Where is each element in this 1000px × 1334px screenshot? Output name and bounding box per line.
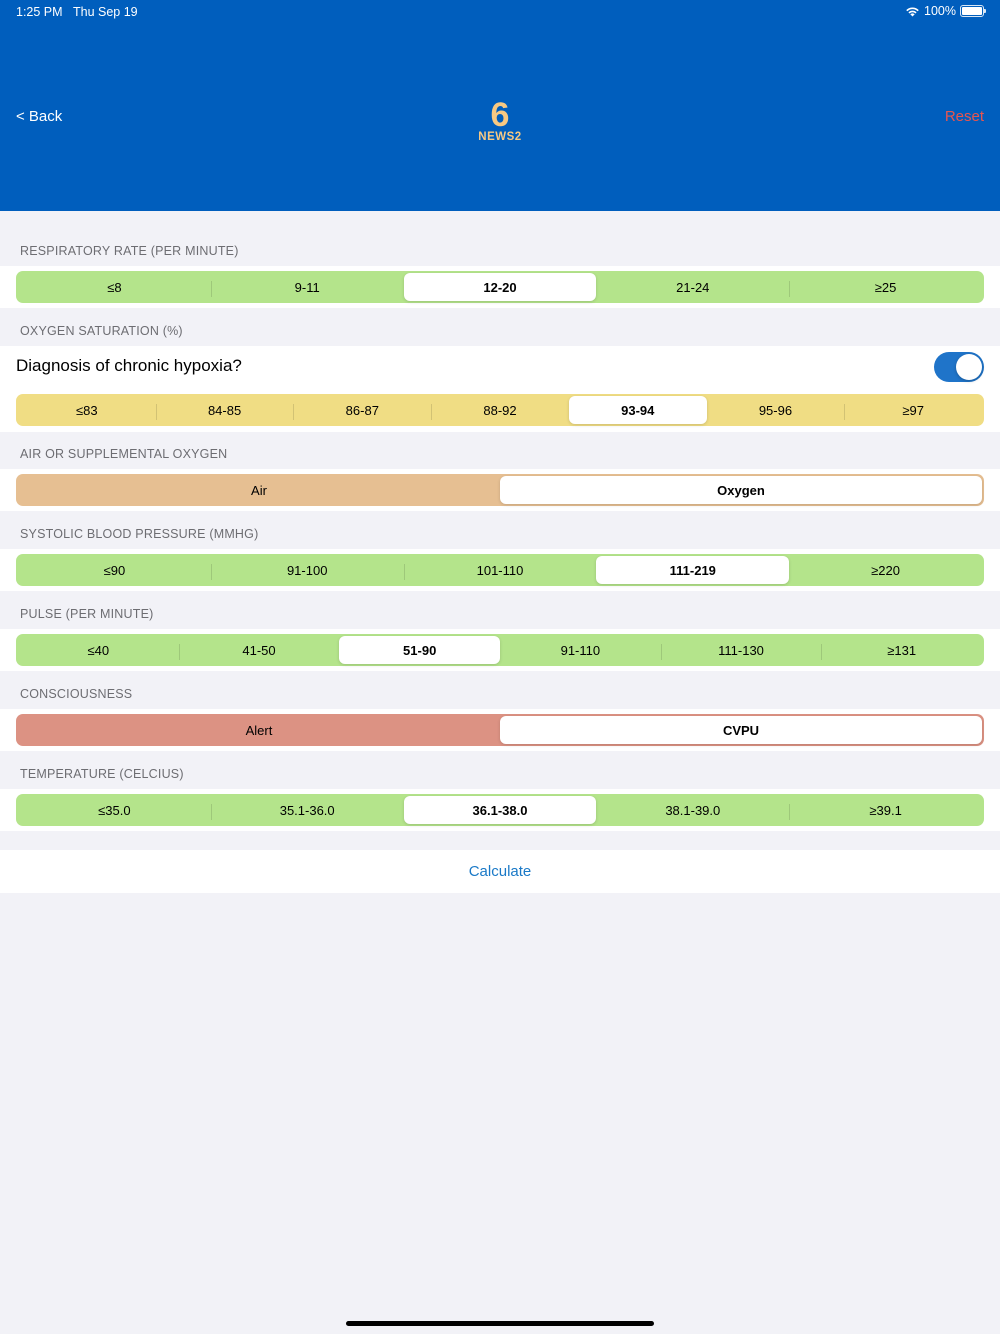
pulse-option[interactable]: ≥131 (821, 636, 982, 664)
temperature-option[interactable]: ≤35.0 (98, 802, 131, 818)
oxygen-sat-option[interactable]: 93-94 (568, 396, 707, 424)
consciousness-option[interactable]: CVPU (500, 716, 982, 744)
temperature-option[interactable]: 38.1-39.0 (665, 802, 721, 818)
air-option[interactable]: Oxygen (500, 476, 982, 504)
consciousness-option[interactable]: Alert (245, 722, 273, 738)
air-option[interactable]: Air (251, 482, 267, 498)
oxygen-saturation-segmented-control: ≤83 84-85 86-87 88-92 93-94 95-96 ≥97 (16, 394, 984, 426)
respiratory-option[interactable]: 9-11 (210, 273, 404, 301)
battery-percent: 100% (924, 4, 956, 18)
reset-button[interactable]: Reset (944, 108, 984, 125)
air-oxygen-section-label: AIR OR SUPPLEMENTAL OXYGEN (20, 447, 228, 461)
respiratory-option[interactable]: ≤8 (107, 279, 122, 295)
toggle-knob (956, 354, 982, 380)
pulse-option[interactable]: 111-130 (660, 636, 822, 664)
oxygen-saturation-section-label: OXYGEN SATURATION (%) (20, 324, 183, 338)
respiratory-section-label: RESPIRATORY RATE (PER MINUTE) (20, 244, 239, 258)
oxygen-sat-option[interactable]: ≥97 (844, 396, 982, 424)
pulse-option[interactable]: 41-50 (178, 636, 340, 664)
oxygen-sat-option[interactable]: 88-92 (431, 396, 569, 424)
systolic-option[interactable]: 101-110 (403, 556, 597, 584)
pulse-segmented-control: ≤40 41-50 51-90 91-110 111-130 ≥131 (16, 634, 984, 666)
nav-header: 1:25 PM Thu Sep 19 100% < Back 6 NEWS2 R… (0, 0, 1000, 211)
temperature-option[interactable]: 36.1-38.0 (403, 796, 597, 824)
systolic-option[interactable]: ≤90 (103, 562, 126, 578)
status-indicators: 100% (905, 4, 986, 18)
systolic-option[interactable]: 111-219 (596, 556, 790, 584)
back-button[interactable]: < Back (16, 108, 63, 125)
chronic-hypoxia-label: Diagnosis of chronic hypoxia? (16, 356, 242, 375)
temperature-segmented-control: ≤35.0 35.1-36.0 36.1-38.0 38.1-39.0 ≥39.1 (16, 794, 984, 826)
consciousness-segmented-control: Alert CVPU (16, 714, 984, 746)
systolic-segmented-control: ≤90 91-100 101-110 111-219 ≥220 (16, 554, 984, 586)
oxygen-sat-option[interactable]: 86-87 (293, 396, 431, 424)
home-indicator (346, 1321, 654, 1326)
systolic-option[interactable]: ≥220 (871, 562, 900, 578)
temperature-option[interactable]: 35.1-36.0 (210, 796, 404, 824)
pulse-section-label: PULSE (PER MINUTE) (20, 607, 154, 621)
respiratory-option[interactable]: 21-24 (676, 279, 710, 295)
score-value: 6 (490, 96, 510, 134)
score-title: NEWS2 (478, 131, 522, 143)
pulse-option[interactable]: 51-90 (339, 636, 501, 664)
consciousness-section-label: CONSCIOUSNESS (20, 687, 133, 701)
status-time: 1:25 PM Thu Sep 19 (16, 5, 138, 19)
calculate-button[interactable]: Calculate (0, 850, 1000, 893)
respiratory-option[interactable]: ≥25 (789, 273, 982, 301)
pulse-option[interactable]: ≤40 (87, 642, 110, 658)
pulse-option[interactable]: 91-110 (560, 642, 601, 658)
temperature-section-label: TEMPERATURE (CELCIUS) (20, 767, 184, 781)
battery-icon (960, 5, 986, 17)
respiratory-option[interactable]: 12-20 (403, 273, 597, 301)
temperature-option[interactable]: ≥39.1 (789, 796, 982, 824)
systolic-option[interactable]: 91-100 (210, 556, 404, 584)
respiratory-segmented-control: ≤8 9-11 12-20 21-24 ≥25 (16, 271, 984, 303)
chronic-hypoxia-toggle[interactable] (934, 352, 984, 382)
wifi-icon (906, 6, 919, 16)
oxygen-sat-option[interactable]: ≤83 (76, 402, 98, 418)
oxygen-sat-option[interactable]: 95-96 (758, 402, 793, 418)
oxygen-sat-option[interactable]: 84-85 (155, 396, 294, 424)
systolic-section-label: SYSTOLIC BLOOD PRESSURE (MMHG) (20, 527, 259, 541)
air-oxygen-segmented-control: Air Oxygen (16, 474, 984, 506)
